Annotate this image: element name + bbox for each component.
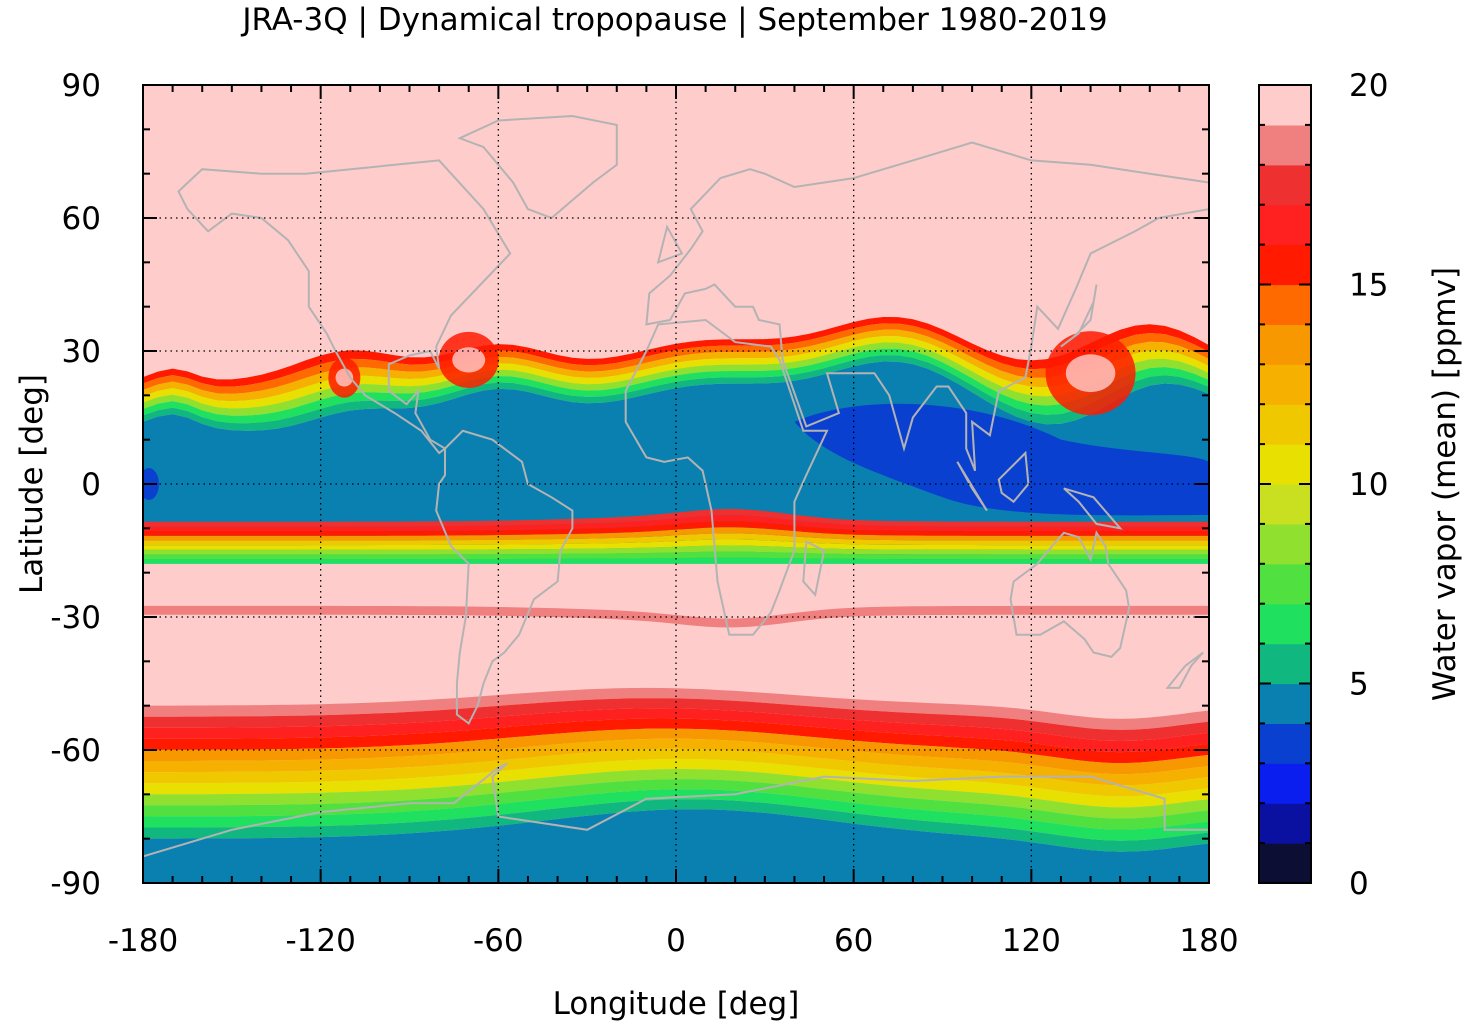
dry-region-indian-ocean — [794, 403, 1209, 516]
colorbar-tick-label: 10 — [1349, 467, 1388, 503]
colorbar-level — [1259, 244, 1311, 286]
south-subtropical-band — [143, 527, 1209, 541]
south-subtropical-band — [143, 539, 1209, 550]
grid-lines — [143, 85, 1209, 883]
colorbar-tick-label: 0 — [1349, 866, 1369, 902]
coastlines — [143, 114, 1209, 883]
south-subtropical-band — [143, 545, 1209, 555]
south-polar-band — [143, 789, 1209, 841]
coastline-new-zealand — [1165, 651, 1204, 689]
coastline-greenland — [457, 114, 618, 220]
coastline-australia — [1009, 530, 1131, 659]
coastline-madagascar — [802, 540, 826, 597]
field-detail — [143, 331, 1209, 516]
north-subtropical-band — [143, 355, 1209, 431]
south-polar-band — [143, 718, 1209, 764]
x-tick-label: -180 — [108, 923, 178, 959]
colorbar-tick-label: 20 — [1349, 68, 1388, 104]
north-subtropical-band — [143, 329, 1209, 402]
colorbar-level — [1259, 124, 1311, 166]
south-polar-band — [143, 708, 1209, 753]
y-axis-ticks — [143, 84, 1209, 884]
colorbar-level — [1259, 164, 1311, 206]
colorbar-ticks: 20 15 10 5 0 — [1259, 68, 1388, 902]
north-subtropical-band — [143, 323, 1209, 394]
colorbar-tick-label: 15 — [1349, 268, 1388, 304]
colorbar-level — [1259, 523, 1311, 565]
south-polar-band — [143, 799, 1209, 852]
colorbar-tick-label: 5 — [1349, 667, 1369, 703]
colorbar-level — [1259, 284, 1311, 325]
y-tick-label: 60 — [62, 201, 101, 237]
south-subtropical-band — [143, 551, 1209, 560]
colorbar-level — [1259, 404, 1311, 445]
coastline-south-america — [435, 429, 574, 725]
colorbar-level — [1259, 444, 1311, 485]
north-subtropical-band — [143, 348, 1209, 424]
y-tick-labels: 90 60 30 0 -30 -60 -90 — [50, 68, 101, 902]
south-subtropical-band — [143, 515, 1209, 531]
colorbar-level — [1259, 484, 1311, 525]
colorbar-level — [1259, 204, 1311, 246]
chart-title: JRA-3Q | Dynamical tropopause | Septembe… — [240, 2, 1107, 38]
south-polar-band — [143, 748, 1209, 797]
coastline-sumatra — [956, 461, 988, 512]
colorbar-level — [1259, 364, 1311, 405]
colorbar-level — [1259, 603, 1311, 645]
x-tick-label: -60 — [473, 923, 524, 959]
coastline-japan — [1060, 284, 1098, 348]
south-subtropical-band — [143, 557, 1209, 564]
south-polar-band — [143, 758, 1209, 808]
y-tick-label: -60 — [50, 733, 101, 769]
colorbar-level — [1259, 324, 1311, 365]
south-subtropical-band — [143, 509, 1209, 527]
x-tick-label: 180 — [1179, 923, 1238, 959]
coastline-new-guinea — [1063, 487, 1123, 530]
south-subtropical-edge — [143, 605, 1209, 628]
y-tick-label: 0 — [81, 467, 101, 503]
y-axis-label: Latitude [deg] — [14, 374, 50, 594]
map-plot — [143, 85, 1209, 883]
colorbar — [1259, 85, 1311, 884]
colorbar-level — [1259, 563, 1311, 605]
x-axis-ticks — [142, 85, 1210, 883]
north-subtropical-band — [143, 317, 1209, 387]
colorbar-level — [1259, 723, 1311, 764]
south-subtropical-band — [143, 521, 1209, 536]
colorbar-label: Water vapor (mean) [ppmv] — [1427, 267, 1463, 701]
monsoon-moist-core — [1065, 354, 1116, 393]
colorbar-level — [1259, 843, 1311, 884]
colorbar-level — [1259, 763, 1311, 804]
antarctic-band — [143, 809, 1209, 883]
coastline-antarctica — [143, 762, 1209, 883]
y-tick-label: -30 — [50, 600, 101, 636]
coastline-north-america — [177, 159, 512, 455]
south-subtropical-band — [143, 533, 1209, 546]
x-tick-label: -120 — [285, 923, 355, 959]
x-tick-label: 60 — [834, 923, 873, 959]
colorbar-level — [1259, 643, 1311, 685]
colorbar-level — [1259, 683, 1311, 724]
y-tick-label: -90 — [50, 866, 101, 902]
coastline-eurasia — [645, 141, 1209, 472]
y-tick-label: 30 — [62, 334, 101, 370]
colorbar-level — [1259, 85, 1311, 126]
x-tick-label: 120 — [1002, 923, 1061, 959]
x-axis-label: Longitude [deg] — [553, 986, 800, 1022]
north-subtropical-band — [143, 336, 1209, 409]
south-polar-band — [143, 728, 1209, 775]
colorbar-level — [1259, 803, 1311, 844]
coastline-africa — [624, 318, 829, 636]
x-tick-label: 0 — [666, 923, 686, 959]
coastline-britain — [656, 224, 684, 264]
north-subtropical-band — [143, 342, 1209, 416]
x-tick-labels: -180 -120 -60 0 60 120 180 — [108, 923, 1239, 959]
y-tick-label: 90 — [62, 68, 101, 104]
coastline-borneo — [997, 450, 1030, 504]
monsoon-moist-core — [452, 347, 486, 373]
